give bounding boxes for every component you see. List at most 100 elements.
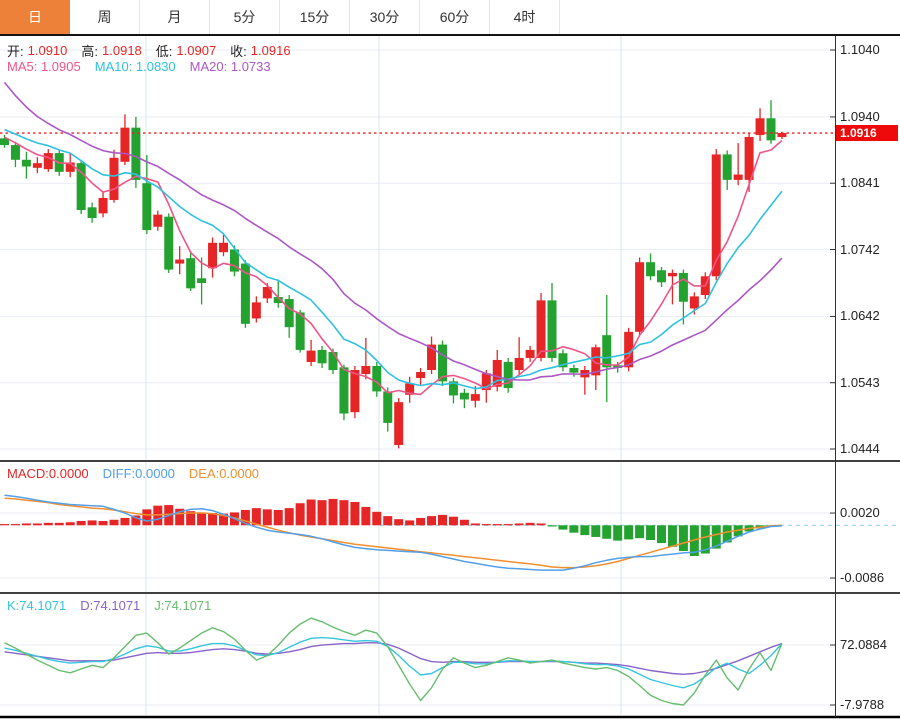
candle-body bbox=[251, 302, 261, 319]
kdj-legend-row: K:74.1071 D:74.1071 J:74.1071 bbox=[7, 598, 215, 613]
candle-body bbox=[372, 365, 382, 392]
tab-5min[interactable]: 5分 bbox=[210, 0, 280, 34]
macd-bar bbox=[547, 525, 557, 527]
macd-bar bbox=[65, 522, 75, 526]
macd-bar bbox=[569, 525, 579, 533]
candle-body bbox=[21, 159, 31, 167]
macd-bar bbox=[0, 524, 9, 526]
y-axis-label: 1.0642 bbox=[840, 308, 880, 324]
candle-body bbox=[624, 331, 634, 368]
ma5-value: MA5: 1.0905 bbox=[7, 59, 81, 74]
tab-day[interactable]: 日 bbox=[0, 0, 70, 34]
y-axis-label: 72.0884 bbox=[840, 637, 887, 652]
macd-bar bbox=[459, 519, 469, 526]
candle-body bbox=[459, 392, 469, 400]
macd-bar bbox=[219, 513, 228, 526]
candle-body bbox=[657, 270, 666, 283]
macd-bar bbox=[339, 500, 349, 526]
macd-bar bbox=[21, 523, 31, 526]
j-line bbox=[4, 617, 783, 706]
macd-bar bbox=[394, 519, 404, 526]
macd-bar bbox=[503, 524, 513, 526]
candle-body bbox=[416, 372, 426, 379]
y-axis-label: 0.0020 bbox=[840, 505, 880, 521]
dea-line bbox=[4, 497, 782, 569]
macd-bar bbox=[416, 517, 426, 526]
candle-body bbox=[175, 259, 185, 264]
tab-60min[interactable]: 60分 bbox=[420, 0, 490, 34]
candle-body bbox=[711, 154, 721, 277]
macd-bar bbox=[481, 524, 491, 526]
macd-bar bbox=[678, 525, 688, 552]
macd-bar bbox=[372, 511, 382, 526]
candle-body bbox=[197, 278, 207, 283]
open-label: 开: bbox=[7, 44, 24, 59]
macd-bar bbox=[350, 501, 360, 526]
macd-bar bbox=[591, 525, 601, 537]
tab-30min[interactable]: 30分 bbox=[350, 0, 420, 34]
macd-bar bbox=[492, 524, 502, 526]
candle-body bbox=[284, 299, 294, 328]
candle-body bbox=[317, 349, 327, 364]
candle-body bbox=[678, 272, 688, 302]
candle-body bbox=[43, 153, 53, 170]
macd-bar bbox=[667, 525, 677, 547]
macd-bar bbox=[427, 516, 437, 526]
candle-body bbox=[722, 154, 732, 180]
macd-bar bbox=[448, 516, 458, 526]
candle-body bbox=[536, 300, 546, 358]
macd-bar bbox=[306, 499, 316, 526]
candle-body bbox=[306, 350, 316, 362]
tab-month[interactable]: 月 bbox=[140, 0, 210, 34]
candle-body bbox=[131, 127, 141, 180]
macd-bar bbox=[109, 519, 119, 526]
macd-bar bbox=[284, 508, 294, 526]
y-axis-label: 1.0940 bbox=[840, 108, 880, 124]
tab-week[interactable]: 周 bbox=[70, 0, 140, 34]
candle-body bbox=[273, 297, 283, 304]
macd-bar bbox=[208, 513, 218, 526]
candle-body bbox=[394, 402, 404, 445]
macd-bar bbox=[580, 525, 590, 536]
candle-body bbox=[591, 347, 601, 376]
candle-body bbox=[744, 137, 754, 180]
ma20-line bbox=[3, 81, 783, 381]
macd-bar bbox=[635, 525, 645, 539]
open-value: 1.0910 bbox=[27, 43, 68, 58]
macd-bar bbox=[186, 511, 196, 526]
macd-bar bbox=[361, 506, 371, 526]
macd-bar bbox=[383, 516, 393, 526]
macd-bar bbox=[722, 525, 732, 543]
diff-value: DIFF:0.0000 bbox=[102, 466, 175, 481]
candle-body bbox=[208, 242, 218, 269]
candle-body bbox=[438, 344, 447, 382]
macd-bar bbox=[405, 520, 415, 526]
macd-bar bbox=[711, 525, 721, 549]
k-line bbox=[4, 636, 783, 689]
candle-body bbox=[98, 197, 108, 214]
macd-bar bbox=[602, 525, 612, 539]
d-value: D:74.1071 bbox=[80, 598, 141, 613]
tab-15min[interactable]: 15分 bbox=[280, 0, 350, 34]
macd-bar bbox=[251, 508, 261, 526]
close-value: 1.0916 bbox=[250, 43, 291, 58]
tab-4hour[interactable]: 4时 bbox=[490, 0, 560, 34]
candle-body bbox=[427, 344, 437, 371]
candle-body bbox=[777, 133, 787, 138]
macd-bar bbox=[175, 508, 185, 526]
macd-bar bbox=[142, 509, 152, 526]
candle-body bbox=[361, 365, 371, 375]
candle-body bbox=[32, 163, 42, 168]
candle-body bbox=[120, 127, 130, 162]
ma-legend-row: MA5: 1.0905 MA10: 1.0830 MA20: 1.0733 bbox=[7, 59, 275, 74]
macd-bar bbox=[525, 522, 535, 526]
candle-body bbox=[733, 174, 743, 180]
candle-body bbox=[10, 145, 20, 160]
candle-body bbox=[635, 262, 645, 332]
current-price-badge: 1.0916 bbox=[836, 125, 898, 141]
macd-bar bbox=[700, 525, 710, 554]
candle-body bbox=[240, 263, 250, 324]
macd-bar bbox=[328, 498, 338, 526]
